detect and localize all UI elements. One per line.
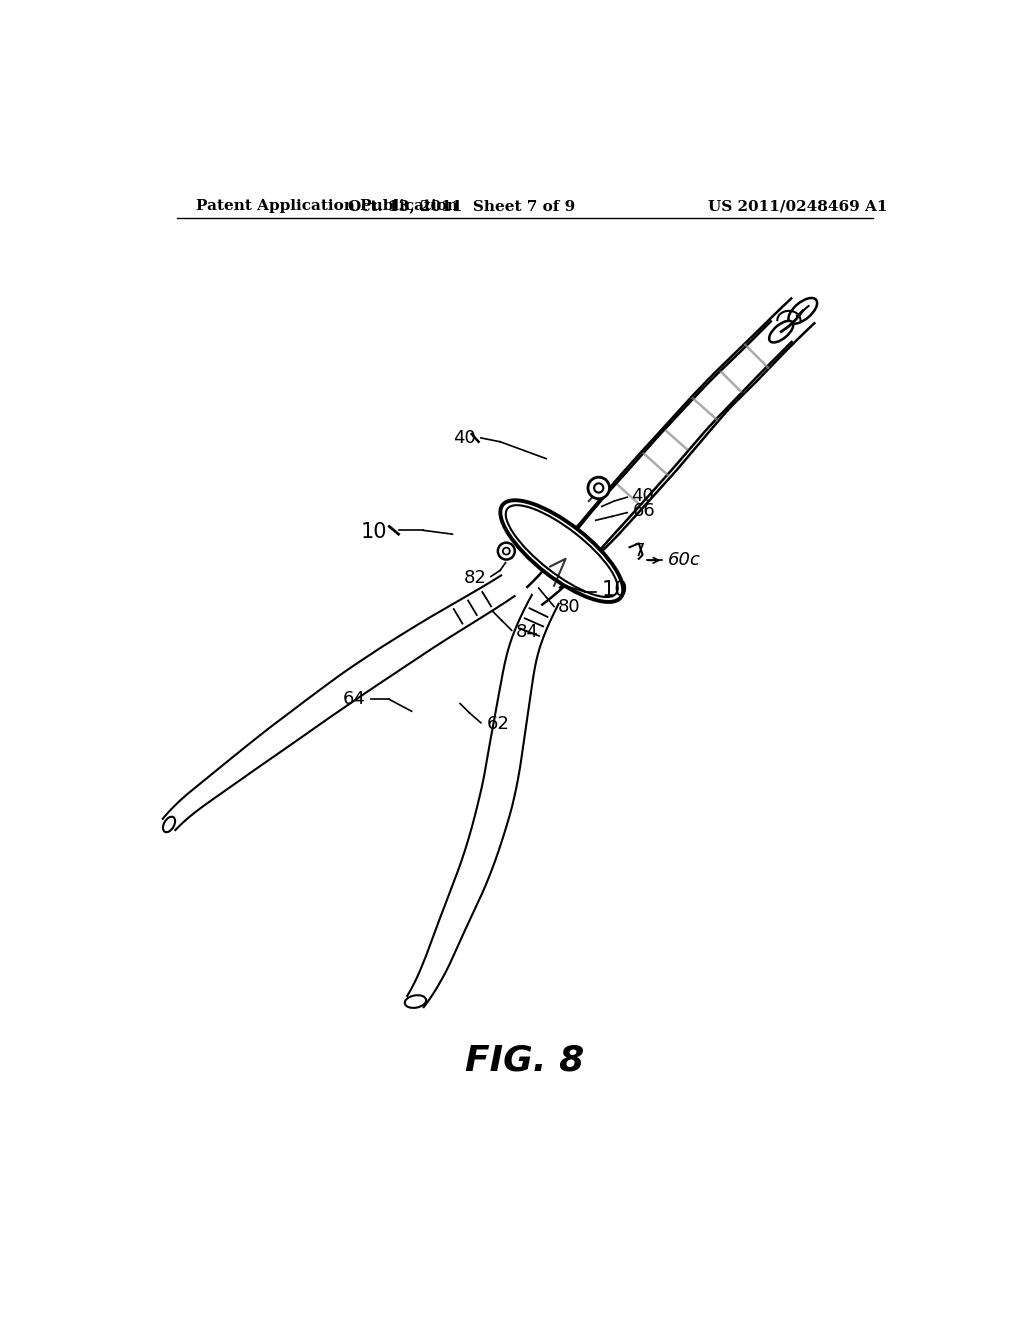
Text: 80: 80	[558, 598, 581, 615]
Text: 84: 84	[515, 623, 539, 642]
Text: 40: 40	[631, 487, 653, 504]
Polygon shape	[527, 321, 792, 605]
Polygon shape	[408, 591, 559, 1007]
Text: Patent Application Publication: Patent Application Publication	[196, 199, 458, 213]
Circle shape	[594, 483, 603, 492]
Text: 40: 40	[453, 429, 475, 447]
Text: 10: 10	[602, 579, 629, 599]
Polygon shape	[163, 576, 515, 830]
Text: Oct. 13, 2011  Sheet 7 of 9: Oct. 13, 2011 Sheet 7 of 9	[348, 199, 575, 213]
Text: 7: 7	[633, 543, 644, 560]
Text: FIG. 8: FIG. 8	[465, 1044, 585, 1078]
Ellipse shape	[404, 995, 426, 1008]
Circle shape	[503, 548, 510, 554]
Ellipse shape	[163, 817, 175, 832]
Text: 10: 10	[360, 521, 387, 541]
Text: 64: 64	[343, 690, 366, 708]
Text: US 2011/0248469 A1: US 2011/0248469 A1	[708, 199, 888, 213]
Text: 66: 66	[633, 502, 655, 520]
Circle shape	[498, 543, 515, 560]
Polygon shape	[541, 298, 814, 587]
Circle shape	[588, 478, 609, 499]
Text: 60c: 60c	[668, 552, 700, 569]
Ellipse shape	[501, 500, 624, 602]
Text: 82: 82	[464, 569, 486, 587]
Ellipse shape	[788, 298, 817, 323]
Text: 62: 62	[486, 715, 509, 734]
Ellipse shape	[769, 321, 794, 342]
